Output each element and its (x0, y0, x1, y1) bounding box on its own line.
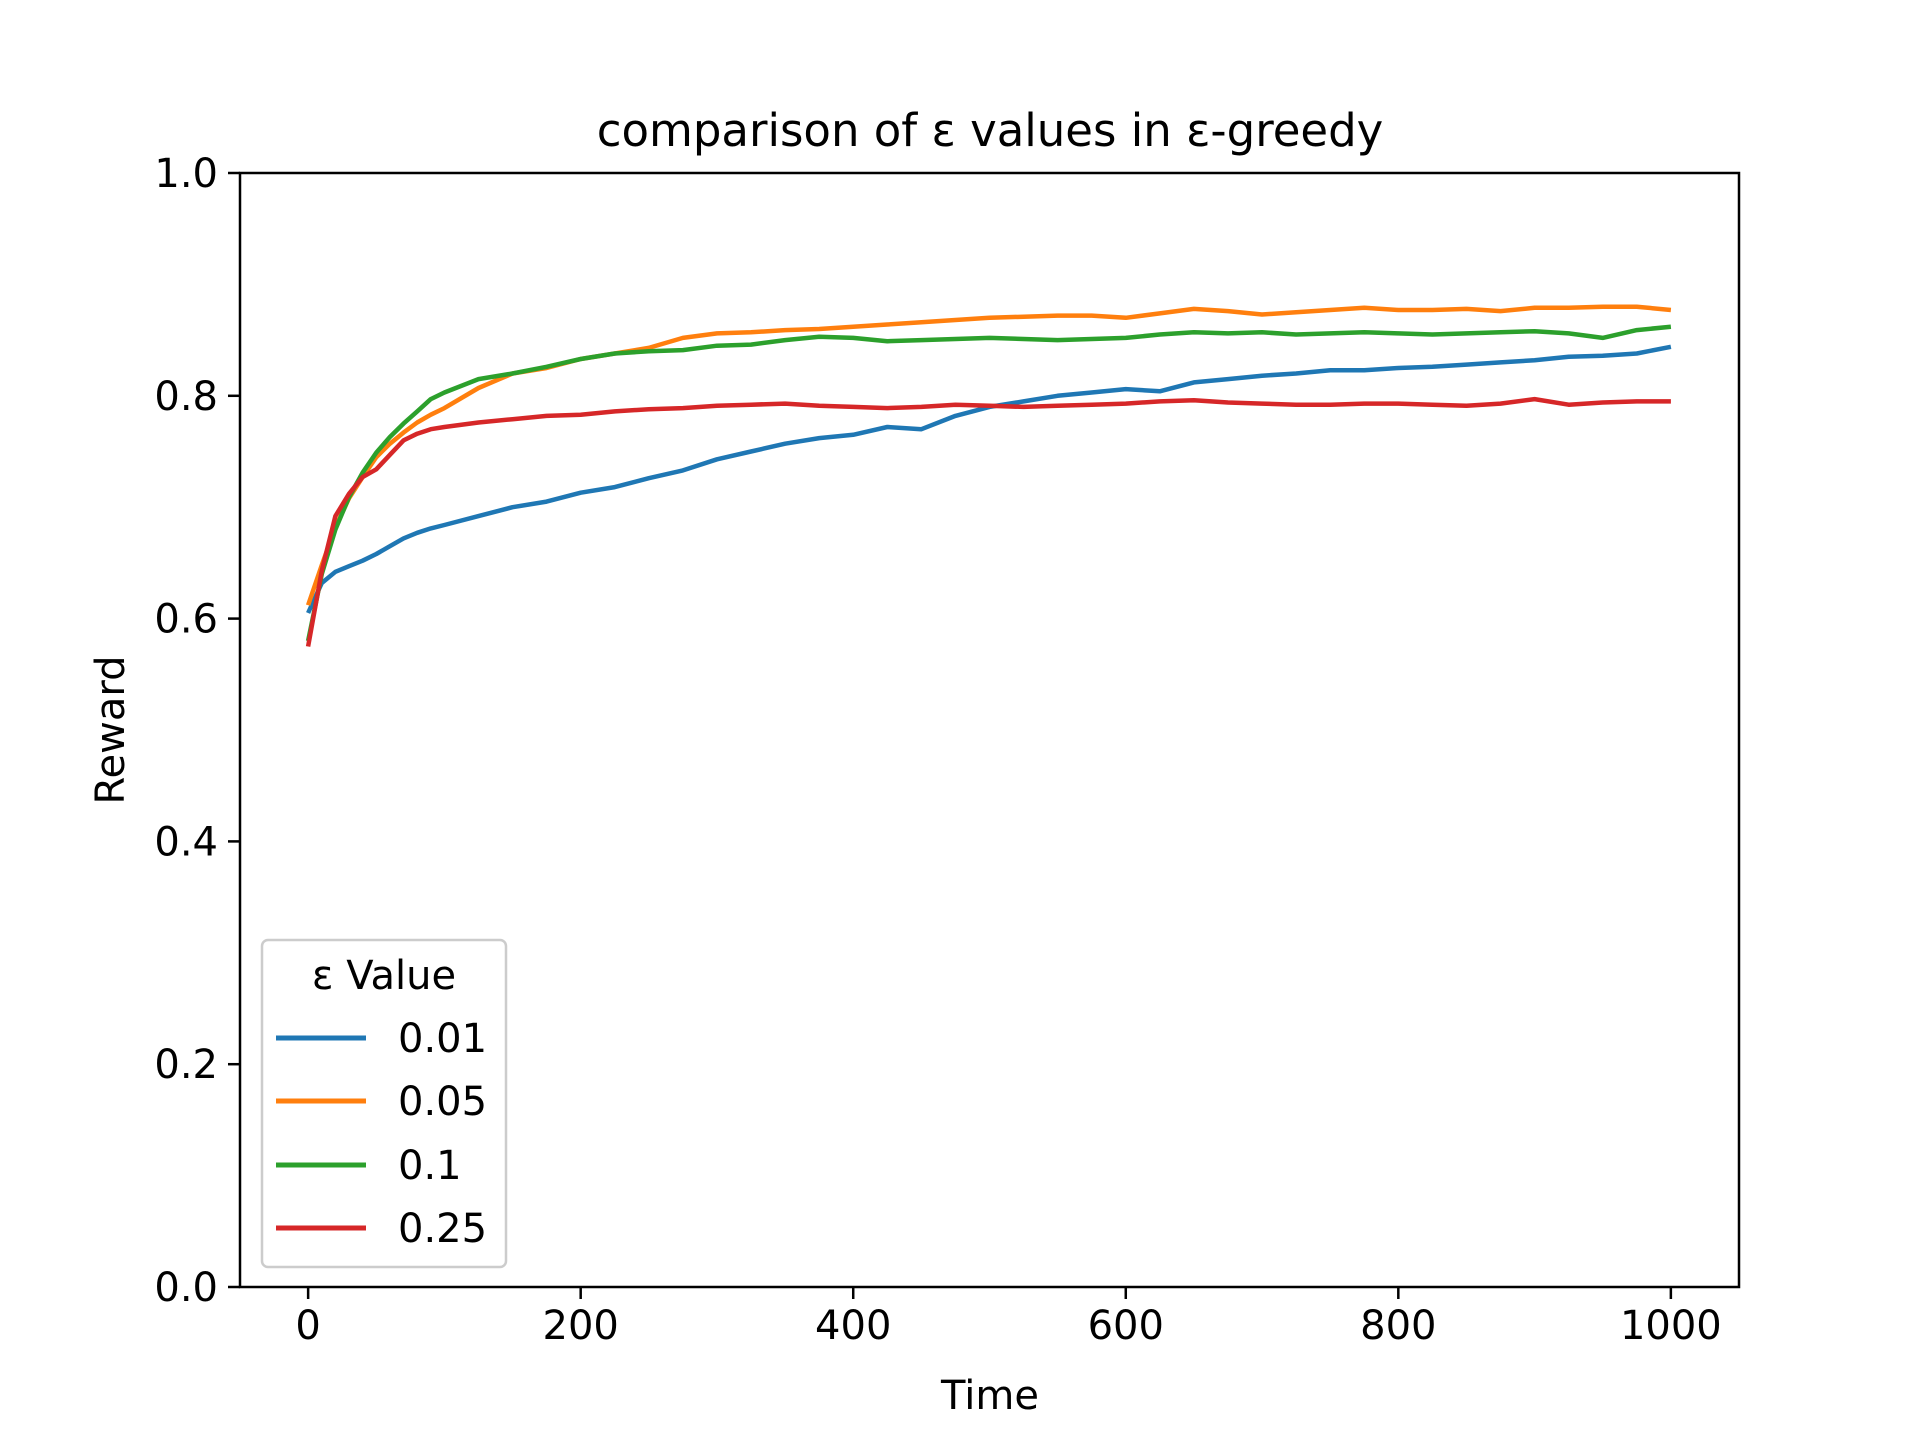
series-line (305, 324, 1672, 642)
x-axis: 0 200 400 600 800 1000 (295, 1287, 1722, 1349)
legend-title: ε Value (312, 953, 456, 999)
legend-entry: 0.01 (276, 1016, 487, 1062)
plot-frame (238, 171, 1741, 1289)
x-tick-label: 1000 (1620, 1303, 1722, 1349)
legend-entry: 0.05 (276, 1079, 487, 1125)
series-line (306, 344, 1672, 614)
x-axis-title: Time (940, 1373, 1039, 1419)
legend-entry: 0.25 (276, 1206, 487, 1252)
series-line (305, 396, 1671, 647)
y-tick-label: 0.8 (154, 374, 218, 420)
legend-entry: 0.1 (276, 1143, 462, 1189)
chart-title: comparison of ε values in ε-greedy (597, 104, 1384, 157)
x-tick-label: 800 (1360, 1303, 1436, 1349)
legend-label: 0.25 (398, 1206, 487, 1252)
plot-series-group (305, 304, 1672, 647)
x-tick-label: 0 (295, 1303, 320, 1349)
legend: ε Value 0.01 0.05 0.1 0.25 (260, 938, 508, 1269)
series-line (305, 304, 1672, 606)
x-tick-label: 600 (1088, 1303, 1164, 1349)
x-tick-label: 200 (543, 1303, 619, 1349)
legend-label: 0.05 (398, 1079, 487, 1125)
y-axis: 0.0 0.2 0.4 0.6 0.8 1.0 (154, 151, 240, 1311)
y-axis-title: Reward (88, 656, 134, 805)
y-tick-label: 0.4 (154, 819, 218, 865)
legend-label: 0.01 (398, 1016, 487, 1062)
legend-label: 0.1 (398, 1143, 462, 1189)
y-tick-label: 0.0 (154, 1265, 218, 1311)
legend-box (260, 938, 508, 1269)
y-tick-label: 0.2 (154, 1042, 218, 1088)
y-tick-label: 0.6 (154, 597, 218, 643)
y-tick-label: 1.0 (154, 151, 218, 197)
x-tick-label: 400 (815, 1303, 891, 1349)
